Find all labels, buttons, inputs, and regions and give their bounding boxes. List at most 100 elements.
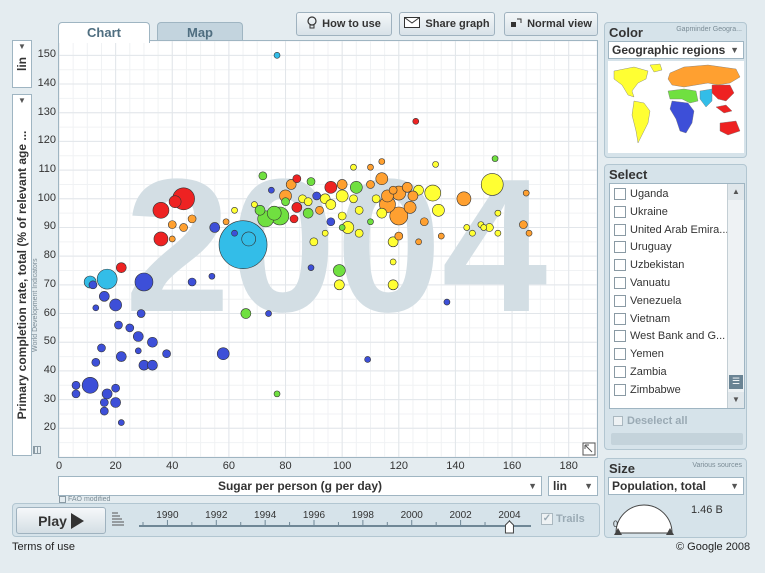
country-bubble[interactable]	[273, 390, 281, 398]
country-bubble[interactable]	[432, 203, 445, 217]
y-scale-selector[interactable]: lin	[12, 40, 32, 88]
country-bubble[interactable]	[115, 351, 127, 362]
country-bubble[interactable]	[354, 205, 364, 215]
country-bubble[interactable]	[281, 197, 290, 206]
country-bubble[interactable]	[336, 179, 348, 190]
country-bubble[interactable]	[136, 309, 146, 318]
country-bubble[interactable]	[241, 231, 257, 247]
country-bubble[interactable]	[401, 182, 413, 193]
country-bubble[interactable]	[268, 186, 275, 194]
country-bubble[interactable]	[443, 298, 451, 306]
share-graph-button[interactable]: Share graph	[399, 12, 495, 36]
country-bubble[interactable]	[258, 171, 268, 181]
tab-map[interactable]: Map	[157, 22, 243, 42]
country-bubble[interactable]	[389, 258, 397, 266]
country-bubble[interactable]	[91, 358, 101, 367]
country-checkbox[interactable]	[614, 223, 626, 236]
how-to-use-button[interactable]: How to use	[296, 12, 392, 36]
y-source-table-icon[interactable]	[33, 446, 41, 454]
bubble-chart[interactable]: 2004	[58, 40, 598, 458]
country-bubble[interactable]	[522, 189, 530, 197]
country-bubble[interactable]	[415, 238, 422, 246]
country-list-item[interactable]: Venezuela	[610, 292, 728, 310]
country-bubble[interactable]	[254, 204, 266, 216]
country-bubble[interactable]	[394, 231, 404, 241]
country-bubble[interactable]	[491, 155, 499, 162]
country-bubble[interactable]	[209, 222, 221, 233]
country-bubble[interactable]	[463, 224, 471, 231]
country-bubble[interactable]	[389, 206, 409, 226]
country-list-item[interactable]: Uruguay	[610, 238, 728, 256]
country-bubble[interactable]	[231, 229, 238, 237]
country-bubble[interactable]	[419, 217, 429, 227]
country-bubble[interactable]	[432, 161, 439, 168]
country-bubble[interactable]	[265, 310, 272, 317]
country-bubble[interactable]	[109, 298, 122, 312]
country-bubble[interactable]	[337, 211, 347, 221]
country-bubble[interactable]	[375, 172, 389, 186]
country-bubble[interactable]	[437, 232, 445, 240]
country-bubble[interactable]	[240, 308, 252, 319]
country-bubble[interactable]	[251, 201, 258, 208]
country-bubble[interactable]	[371, 194, 381, 204]
country-bubble[interactable]	[333, 264, 346, 277]
country-bubble[interactable]	[387, 279, 399, 291]
country-list-item[interactable]: Ukraine	[610, 203, 728, 221]
country-bubble[interactable]	[289, 214, 299, 224]
country-bubble[interactable]	[134, 272, 154, 292]
country-checkbox[interactable]	[614, 312, 626, 325]
country-bubble[interactable]	[100, 398, 109, 407]
country-bubble[interactable]	[88, 280, 98, 290]
country-bubble[interactable]	[134, 347, 142, 355]
terms-of-use-link[interactable]: Terms of use	[12, 541, 75, 553]
country-bubble[interactable]	[407, 190, 419, 202]
play-button[interactable]: Play	[16, 507, 106, 534]
country-bubble[interactable]	[480, 173, 504, 196]
country-bubble[interactable]	[326, 217, 336, 227]
chart-area[interactable]: 2004	[58, 40, 598, 458]
country-bubble[interactable]	[350, 163, 357, 171]
country-bubble[interactable]	[325, 199, 337, 210]
country-bubble[interactable]	[96, 268, 118, 290]
tab-chart[interactable]: Chart	[58, 22, 150, 43]
country-bubble[interactable]	[231, 206, 238, 214]
scroll-up-icon[interactable]: ▲	[728, 184, 744, 200]
country-bubble[interactable]	[71, 380, 81, 390]
country-bubble[interactable]	[71, 389, 81, 399]
country-bubble[interactable]	[92, 304, 100, 312]
trails-toggle[interactable]: ✓ Trails	[541, 513, 585, 525]
country-bubble[interactable]	[218, 220, 268, 269]
country-bubble[interactable]	[456, 191, 472, 207]
gauge-right-handle-icon[interactable]	[666, 528, 674, 535]
country-bubble[interactable]	[367, 163, 374, 171]
country-bubble[interactable]	[153, 231, 169, 247]
country-bubble[interactable]	[187, 214, 197, 224]
country-list-item[interactable]: Uganda	[610, 185, 728, 203]
world-region-map[interactable]	[608, 61, 744, 153]
speed-icon[interactable]	[111, 511, 125, 534]
country-bubble[interactable]	[216, 347, 230, 361]
list-scrollbar[interactable]: ▲ ☰ ▼	[727, 184, 744, 408]
country-list-item[interactable]: United Arab Emira...	[610, 221, 728, 239]
country-bubble[interactable]	[179, 223, 188, 232]
country-bubble[interactable]	[110, 397, 121, 408]
country-bubble[interactable]	[100, 406, 109, 416]
scroll-thumb[interactable]: ☰	[729, 375, 743, 389]
country-bubble[interactable]	[132, 331, 144, 342]
timeline-handle[interactable]	[504, 520, 514, 534]
country-bubble[interactable]	[378, 158, 386, 165]
country-bubble[interactable]	[306, 177, 316, 186]
country-bubble[interactable]	[114, 320, 123, 330]
country-bubble[interactable]	[81, 376, 99, 394]
country-checkbox[interactable]	[614, 366, 626, 378]
country-list-item[interactable]: West Bank and G...	[610, 327, 728, 345]
country-bubble[interactable]	[324, 181, 338, 194]
x-source-table-icon[interactable]	[59, 496, 66, 503]
country-bubble[interactable]	[162, 349, 171, 359]
scroll-down-icon[interactable]: ▼	[728, 392, 744, 408]
country-checkbox[interactable]	[614, 383, 626, 396]
country-checkbox[interactable]	[614, 277, 626, 289]
color-dropdown[interactable]: Geographic regions ▼	[608, 41, 744, 59]
country-bubble[interactable]	[412, 118, 420, 125]
country-bubble[interactable]	[125, 323, 135, 333]
